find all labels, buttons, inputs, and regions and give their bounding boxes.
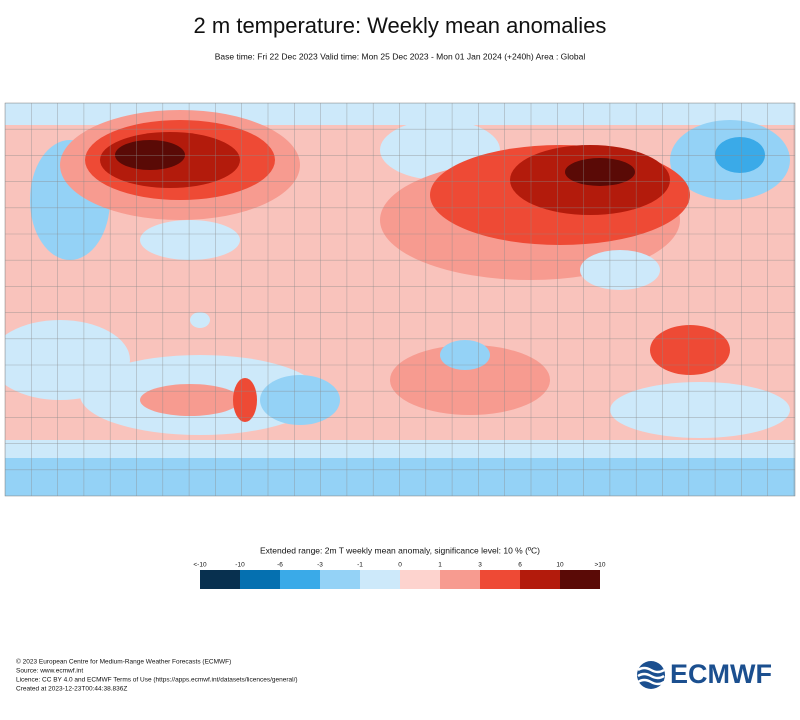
- logo: ECMWF: [637, 659, 772, 689]
- title: 2 m temperature: Weekly mean anomalies: [194, 13, 607, 38]
- colorbar-label: 10: [556, 562, 564, 569]
- colorbar-label: <-10: [193, 562, 207, 569]
- footer-line: Licence: CC BY 4.0 and ECMWF Terms of Us…: [16, 677, 298, 684]
- color-swatch: [360, 570, 400, 589]
- colorbar-label: -10: [235, 562, 245, 569]
- footer-line: Source: www.ecmwf.int: [16, 668, 83, 675]
- color-swatch: [440, 570, 480, 589]
- footer-line: Created at 2023-12-23T00:44:38.836Z: [16, 686, 127, 693]
- footer: © 2023 European Centre for Medium-Range …: [16, 658, 298, 693]
- color-swatch: [280, 570, 320, 589]
- color-swatch: [240, 570, 280, 589]
- subtitle: Base time: Fri 22 Dec 2023 Valid time: M…: [215, 51, 586, 61]
- color-swatch: [200, 570, 240, 589]
- color-swatch: [320, 570, 360, 589]
- colorbar-label: -6: [277, 562, 283, 569]
- colorbar-label: -3: [317, 562, 323, 569]
- colorbar: <-10 -10 -6 -3 -1 0 1 3 6 10 >10: [193, 562, 606, 589]
- color-swatch: [400, 570, 440, 589]
- colorbar-label: -1: [357, 562, 363, 569]
- legend-title: Extended range: 2m T weekly mean anomaly…: [260, 545, 540, 555]
- map: [4, 102, 796, 497]
- colorbar-label: >10: [594, 562, 605, 569]
- color-swatch: [480, 570, 520, 589]
- colorbar-label: 0: [398, 562, 402, 569]
- colorbar-label: 6: [518, 562, 522, 569]
- colorbar-label: 3: [478, 562, 482, 569]
- color-swatch: [520, 570, 560, 589]
- footer-line: © 2023 European Centre for Medium-Range …: [16, 658, 231, 666]
- logo-text: ECMWF: [670, 659, 772, 689]
- colorbar-label: 1: [438, 562, 442, 569]
- color-swatch: [560, 570, 600, 589]
